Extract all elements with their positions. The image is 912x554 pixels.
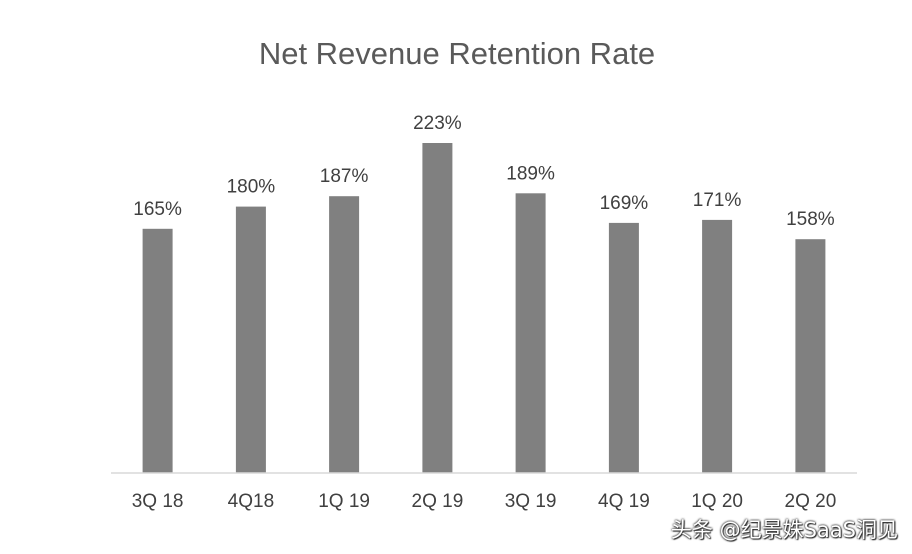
data-label: 223% [413, 113, 462, 134]
tick-labels-group: 3Q 18 4Q18 1Q 19 2Q 19 3Q 19 4Q 19 1Q 20 2Q 20 [132, 491, 837, 512]
bar-2q20 [795, 239, 826, 473]
bar-3q18 [142, 228, 173, 473]
chart-title: Net Revenue Retention Rate [259, 36, 655, 71]
bar-2q19 [422, 143, 453, 473]
data-label: 171% [693, 190, 742, 211]
watermark-text: 头条 @纪景姝SaaS洞见 [670, 518, 898, 542]
x-tick-label: 2Q 20 [785, 491, 837, 512]
x-tick-label: 3Q 19 [505, 491, 557, 512]
data-label: 189% [506, 163, 555, 184]
bar-1q20 [702, 219, 733, 473]
x-tick-label: 2Q 19 [412, 491, 464, 512]
bar-4q18 [235, 206, 266, 473]
x-tick-label: 1Q 20 [691, 491, 743, 512]
x-tick-label: 1Q 19 [318, 491, 370, 512]
bar-4q19 [608, 222, 639, 473]
bar-3q19 [515, 193, 546, 474]
data-label: 169% [600, 193, 649, 214]
data-label: 158% [786, 209, 835, 230]
value-labels-group: 165% 180% 187% 223% 189% 169% 171% 158% [133, 113, 835, 230]
bar-1q19 [329, 196, 360, 473]
x-tick-label: 4Q 19 [598, 491, 650, 512]
data-label: 165% [133, 199, 182, 220]
data-label: 187% [320, 166, 369, 187]
bars-group [142, 143, 826, 474]
x-tick-label: 4Q18 [228, 491, 274, 512]
x-tick-label: 3Q 18 [132, 491, 184, 512]
data-label: 180% [227, 177, 276, 198]
